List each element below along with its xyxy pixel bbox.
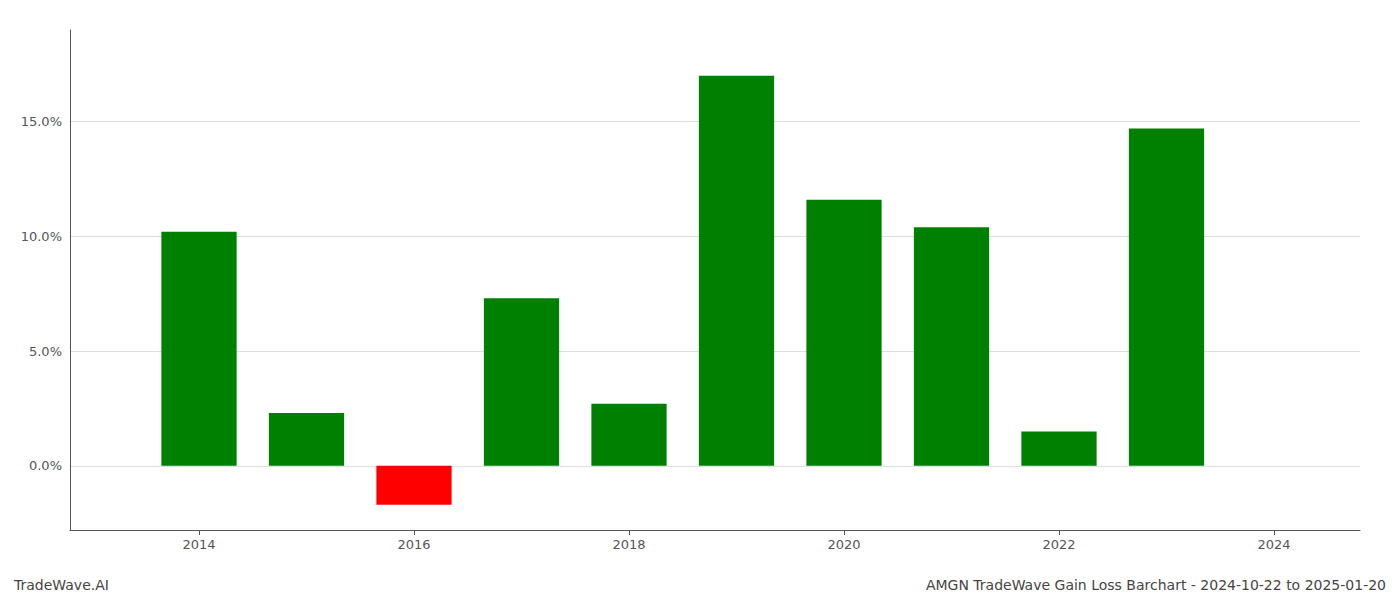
svg-text:2016: 2016: [397, 537, 430, 552]
svg-text:0.0%: 0.0%: [29, 458, 62, 473]
svg-text:2014: 2014: [182, 537, 215, 552]
svg-text:TradeWave.AI: TradeWave.AI: [13, 577, 109, 593]
svg-text:2020: 2020: [827, 537, 860, 552]
svg-text:AMGN TradeWave Gain Loss Barch: AMGN TradeWave Gain Loss Barchart - 2024…: [926, 577, 1386, 593]
svg-text:10.0%: 10.0%: [21, 229, 62, 244]
svg-text:5.0%: 5.0%: [29, 344, 62, 359]
svg-text:2018: 2018: [612, 537, 645, 552]
svg-text:15.0%: 15.0%: [21, 114, 62, 129]
svg-text:2024: 2024: [1257, 537, 1290, 552]
svg-text:2022: 2022: [1042, 537, 1075, 552]
